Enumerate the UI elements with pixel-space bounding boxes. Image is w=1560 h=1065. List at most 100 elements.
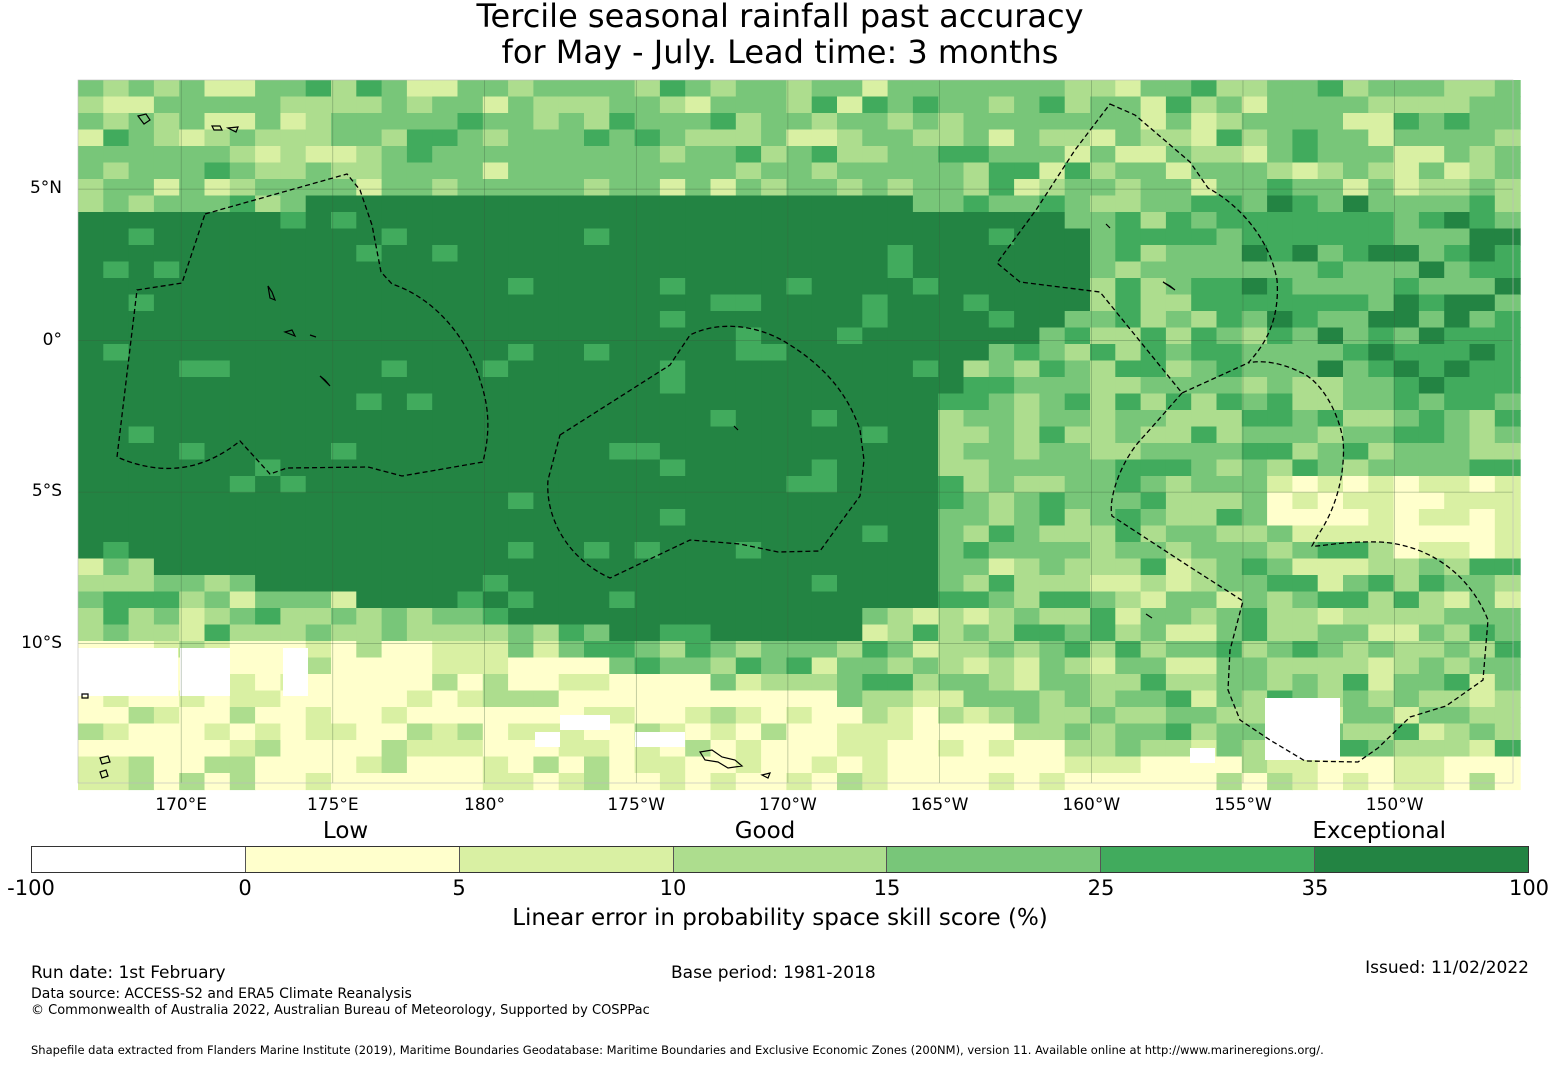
skill-cell bbox=[685, 129, 712, 147]
skill-cell bbox=[558, 575, 585, 593]
skill-cell bbox=[1140, 476, 1167, 494]
skill-cell bbox=[1014, 377, 1040, 395]
skill-cell bbox=[609, 674, 636, 692]
skill-cell bbox=[710, 674, 737, 692]
skill-cell bbox=[786, 674, 813, 692]
skill-cell bbox=[1191, 195, 1218, 213]
skill-cell bbox=[1039, 509, 1066, 527]
skill-cell bbox=[482, 212, 509, 230]
eez-boundary-kiribati-line bbox=[996, 103, 1279, 394]
skill-cell bbox=[153, 113, 180, 131]
skill-cell bbox=[558, 195, 585, 213]
skill-cell bbox=[1368, 344, 1395, 362]
skill-cell bbox=[406, 228, 433, 246]
issued-date-text: Issued: 11/02/2022 bbox=[1365, 958, 1529, 978]
skill-cell bbox=[735, 96, 762, 114]
skill-cell bbox=[1393, 558, 1420, 576]
skill-cell bbox=[128, 624, 155, 642]
skill-cell bbox=[78, 492, 104, 510]
skill-cell bbox=[761, 624, 787, 642]
skill-cell bbox=[837, 278, 863, 296]
skill-cell bbox=[78, 294, 104, 312]
skill-cell bbox=[305, 212, 332, 230]
skill-cell bbox=[685, 542, 712, 560]
skill-cell bbox=[356, 707, 383, 725]
skill-cell bbox=[331, 476, 357, 494]
skill-cell bbox=[1241, 228, 1268, 246]
skill-cell bbox=[305, 492, 332, 510]
skill-cell bbox=[356, 525, 383, 543]
skill-cell bbox=[887, 195, 914, 213]
shapefile-credit-text: Shapefile data extracted from Flanders M… bbox=[31, 1043, 1324, 1057]
skill-cell bbox=[938, 674, 965, 692]
skill-cell bbox=[1494, 146, 1521, 164]
skill-cell bbox=[1267, 476, 1293, 494]
skill-cell bbox=[1241, 311, 1268, 329]
skill-cell bbox=[1494, 228, 1521, 246]
skill-cell bbox=[128, 525, 155, 543]
skill-cell bbox=[735, 195, 762, 213]
skill-cell bbox=[153, 707, 180, 725]
skill-cell bbox=[761, 212, 787, 230]
skill-cell bbox=[1494, 96, 1521, 114]
skill-cell bbox=[255, 377, 281, 395]
skill-cell bbox=[331, 410, 357, 428]
skill-cell bbox=[1343, 261, 1369, 279]
skill-cell bbox=[735, 261, 762, 279]
skill-cell bbox=[482, 410, 509, 428]
skill-cell bbox=[963, 674, 990, 692]
skill-cell bbox=[1140, 525, 1167, 543]
skill-cell bbox=[204, 624, 231, 642]
skill-cell bbox=[432, 179, 459, 197]
skill-cell bbox=[432, 591, 459, 609]
skill-cell bbox=[1444, 344, 1471, 362]
skill-cell bbox=[811, 608, 838, 626]
skill-cell bbox=[1444, 723, 1471, 741]
skill-cell bbox=[963, 393, 990, 411]
skill-cell bbox=[103, 113, 130, 131]
skill-cell bbox=[331, 740, 357, 758]
skill-cell bbox=[432, 410, 459, 428]
skill-cell bbox=[153, 591, 180, 609]
skill-cell bbox=[963, 542, 990, 560]
skill-cell bbox=[457, 311, 484, 329]
skill-cell bbox=[685, 146, 712, 164]
skill-cell bbox=[685, 96, 712, 114]
skill-cell bbox=[988, 723, 1015, 741]
skill-cell bbox=[1241, 278, 1268, 296]
skill-cell bbox=[862, 624, 889, 642]
skill-cell bbox=[204, 162, 231, 180]
skill-cell bbox=[735, 179, 762, 197]
skill-cell bbox=[710, 162, 737, 180]
skill-cell bbox=[381, 657, 408, 675]
skill-cell bbox=[1064, 575, 1091, 593]
skill-cell bbox=[1191, 723, 1218, 741]
skill-cell bbox=[1090, 245, 1116, 263]
skill-cell bbox=[1090, 261, 1116, 279]
skill-cell bbox=[432, 311, 459, 329]
skill-cell bbox=[78, 558, 104, 576]
skill-cell bbox=[862, 129, 889, 147]
skill-cell bbox=[1115, 410, 1142, 428]
skill-cell bbox=[508, 740, 534, 758]
skill-cell bbox=[1191, 162, 1218, 180]
skill-cell bbox=[1064, 690, 1091, 708]
skill-cell bbox=[78, 756, 104, 774]
skill-cell bbox=[1191, 575, 1218, 593]
skill-cell bbox=[584, 113, 610, 131]
skill-cell bbox=[1292, 162, 1319, 180]
skill-cell bbox=[457, 641, 484, 659]
skill-cell bbox=[1241, 393, 1268, 411]
skill-cell bbox=[229, 542, 256, 560]
skill-cell bbox=[912, 476, 939, 494]
skill-cell bbox=[535, 732, 560, 747]
skill-cell bbox=[887, 740, 914, 758]
skill-cell bbox=[659, 608, 686, 626]
skill-cell bbox=[255, 294, 281, 312]
skill-cell bbox=[381, 360, 408, 378]
skill-cell bbox=[78, 723, 104, 741]
skill-cell bbox=[457, 492, 484, 510]
skill-cell bbox=[1039, 311, 1066, 329]
skill-cell bbox=[837, 690, 863, 708]
skill-cell bbox=[710, 641, 737, 659]
